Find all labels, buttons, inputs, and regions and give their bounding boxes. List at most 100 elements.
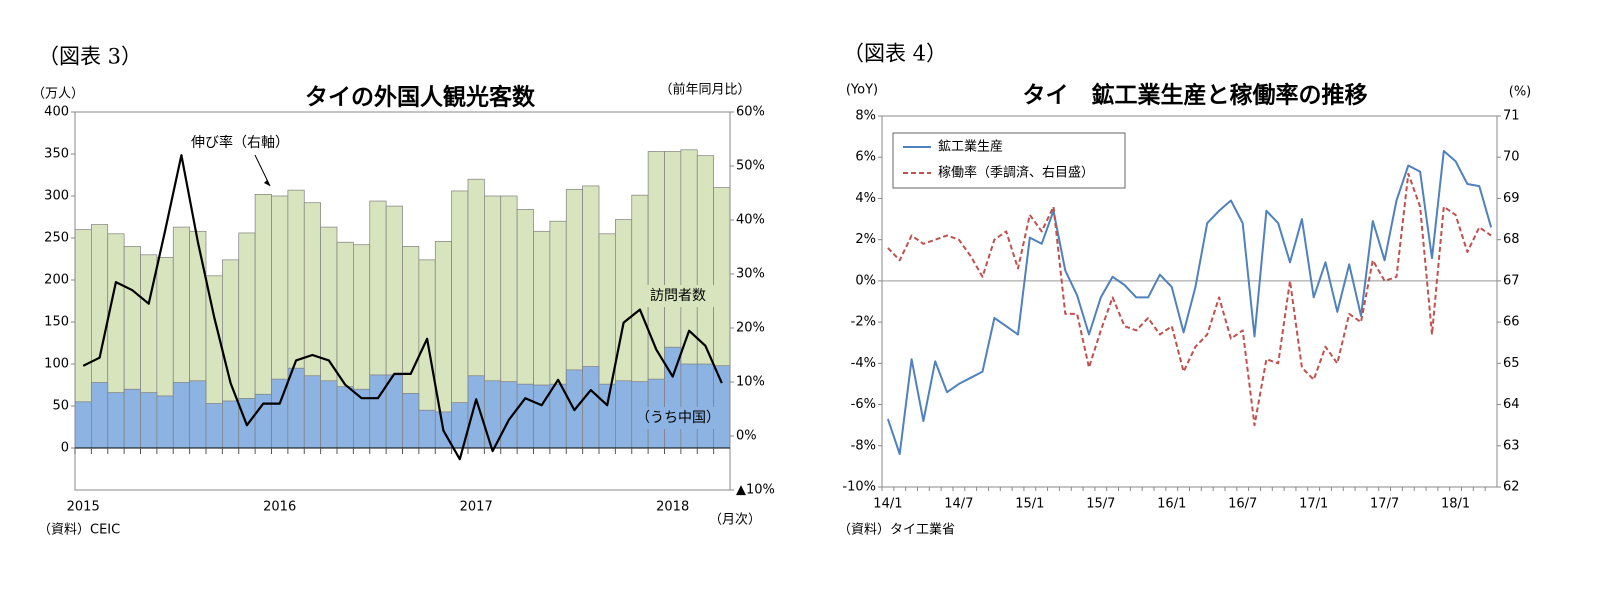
y2-tick-label: 71 bbox=[1503, 109, 1520, 124]
y2-axis-label: (%) bbox=[1509, 85, 1532, 100]
bar bbox=[369, 374, 387, 449]
bar bbox=[467, 375, 485, 449]
arrow-head bbox=[264, 180, 270, 186]
y-tick-label: 0 bbox=[61, 441, 69, 456]
y2-tick-label: 65 bbox=[1503, 356, 1520, 371]
series-line bbox=[886, 150, 1493, 455]
bar bbox=[402, 393, 420, 449]
y-tick-label: 250 bbox=[44, 231, 69, 246]
bar bbox=[140, 392, 158, 449]
bar bbox=[598, 383, 616, 449]
y-tick-label: -4% bbox=[851, 356, 876, 371]
y2-tick-label: 70 bbox=[1503, 150, 1520, 165]
y-tick-label: -8% bbox=[851, 438, 876, 453]
x-axis-label: （月次） bbox=[709, 512, 761, 528]
bar bbox=[287, 367, 305, 449]
bar bbox=[516, 383, 534, 449]
bar bbox=[680, 363, 698, 449]
legend-label: 稼働率（季調済、右目盛） bbox=[938, 165, 1094, 181]
bar bbox=[156, 395, 174, 449]
y-tick-label: 0% bbox=[855, 273, 876, 288]
y2-tick-label: 68 bbox=[1503, 232, 1520, 247]
y2-tick-label: ▲10% bbox=[736, 483, 775, 498]
x-tick-label: 2017 bbox=[460, 500, 493, 515]
y-tick-label: 50 bbox=[52, 399, 69, 414]
y-tick-label: 300 bbox=[44, 189, 69, 204]
series-line bbox=[887, 172, 1492, 427]
y2-tick-label: 64 bbox=[1503, 397, 1520, 412]
y2-tick-label: 50% bbox=[736, 159, 765, 174]
bar bbox=[303, 375, 321, 449]
series-line bbox=[82, 154, 723, 461]
bar bbox=[385, 374, 403, 449]
y-tick-label: 400 bbox=[44, 105, 69, 120]
plot-frame bbox=[74, 111, 731, 491]
legend-box bbox=[892, 132, 1126, 189]
y-tick-label: -10% bbox=[842, 480, 876, 495]
bar bbox=[549, 383, 567, 449]
y-tick-label: 4% bbox=[855, 191, 876, 206]
bar bbox=[205, 403, 223, 449]
annotation: （うち中国） bbox=[636, 410, 720, 426]
y2-tick-label: 66 bbox=[1503, 315, 1520, 330]
chart-title: タイ 鉱工業生産と稼働率の推移 bbox=[1023, 82, 1368, 109]
x-tick-label: 2015 bbox=[67, 500, 100, 515]
bar bbox=[91, 382, 109, 449]
source-note: （資料）タイ工業省 bbox=[838, 522, 955, 538]
y2-tick-label: 10% bbox=[736, 375, 765, 390]
bar bbox=[582, 366, 600, 449]
bar bbox=[74, 401, 92, 449]
x-tick-label: 15/7 bbox=[1086, 497, 1115, 512]
y2-tick-label: 67 bbox=[1503, 273, 1520, 288]
y-tick-label: -6% bbox=[851, 397, 876, 412]
figure-label: （図表 3） bbox=[38, 45, 142, 69]
bar bbox=[713, 365, 731, 449]
annotation-arrow bbox=[254, 154, 271, 187]
bar bbox=[336, 386, 354, 449]
chart-title: タイの外国人観光客数 bbox=[305, 84, 536, 111]
annotation-bg bbox=[638, 285, 718, 307]
x-tick-label: 16/1 bbox=[1157, 497, 1186, 512]
x-tick-label: 16/7 bbox=[1228, 497, 1257, 512]
y-axis-label: （万人） bbox=[32, 87, 84, 102]
annotation: 伸び率（右軸） bbox=[191, 134, 289, 151]
bar bbox=[418, 409, 436, 449]
y-tick-label: -2% bbox=[851, 315, 876, 330]
x-tick-label: 2016 bbox=[263, 500, 296, 515]
bar bbox=[696, 363, 714, 449]
x-tick-label: 14/1 bbox=[873, 497, 902, 512]
annotation: 訪問者数 bbox=[650, 288, 706, 304]
bar bbox=[615, 380, 633, 449]
y-tick-label: 2% bbox=[855, 232, 876, 247]
bar bbox=[254, 393, 272, 449]
y2-tick-label: 40% bbox=[736, 213, 765, 228]
y-tick-label: 8% bbox=[855, 109, 876, 124]
legend-label: 鉱工業生産 bbox=[938, 139, 1003, 155]
x-tick-label: 14/7 bbox=[944, 497, 973, 512]
y-tick-label: 6% bbox=[855, 150, 876, 165]
annotation-bg bbox=[638, 407, 718, 429]
y2-tick-label: 60% bbox=[736, 105, 765, 120]
y-tick-label: 100 bbox=[44, 357, 69, 372]
x-tick-label: 17/7 bbox=[1370, 497, 1399, 512]
figure-label: （図表 4） bbox=[843, 42, 947, 66]
y-tick-label: 200 bbox=[44, 273, 69, 288]
x-tick-label: 2018 bbox=[656, 500, 689, 515]
bar bbox=[500, 381, 518, 449]
y2-axis-label: （前年同月比） bbox=[659, 82, 750, 98]
y-tick-label: 150 bbox=[44, 315, 69, 330]
source-note: （資料）CEIC bbox=[38, 523, 120, 538]
bar bbox=[320, 380, 338, 449]
bar bbox=[107, 392, 125, 449]
y2-tick-label: 63 bbox=[1503, 438, 1520, 453]
y2-tick-label: 20% bbox=[736, 321, 765, 336]
bar bbox=[222, 400, 240, 449]
bar bbox=[189, 380, 207, 449]
x-tick-label: 18/1 bbox=[1441, 497, 1470, 512]
x-tick-label: 15/1 bbox=[1015, 497, 1044, 512]
y-tick-label: 350 bbox=[44, 147, 69, 162]
y2-tick-label: 0% bbox=[736, 429, 757, 444]
y2-tick-label: 69 bbox=[1503, 191, 1520, 206]
bar bbox=[123, 388, 141, 449]
